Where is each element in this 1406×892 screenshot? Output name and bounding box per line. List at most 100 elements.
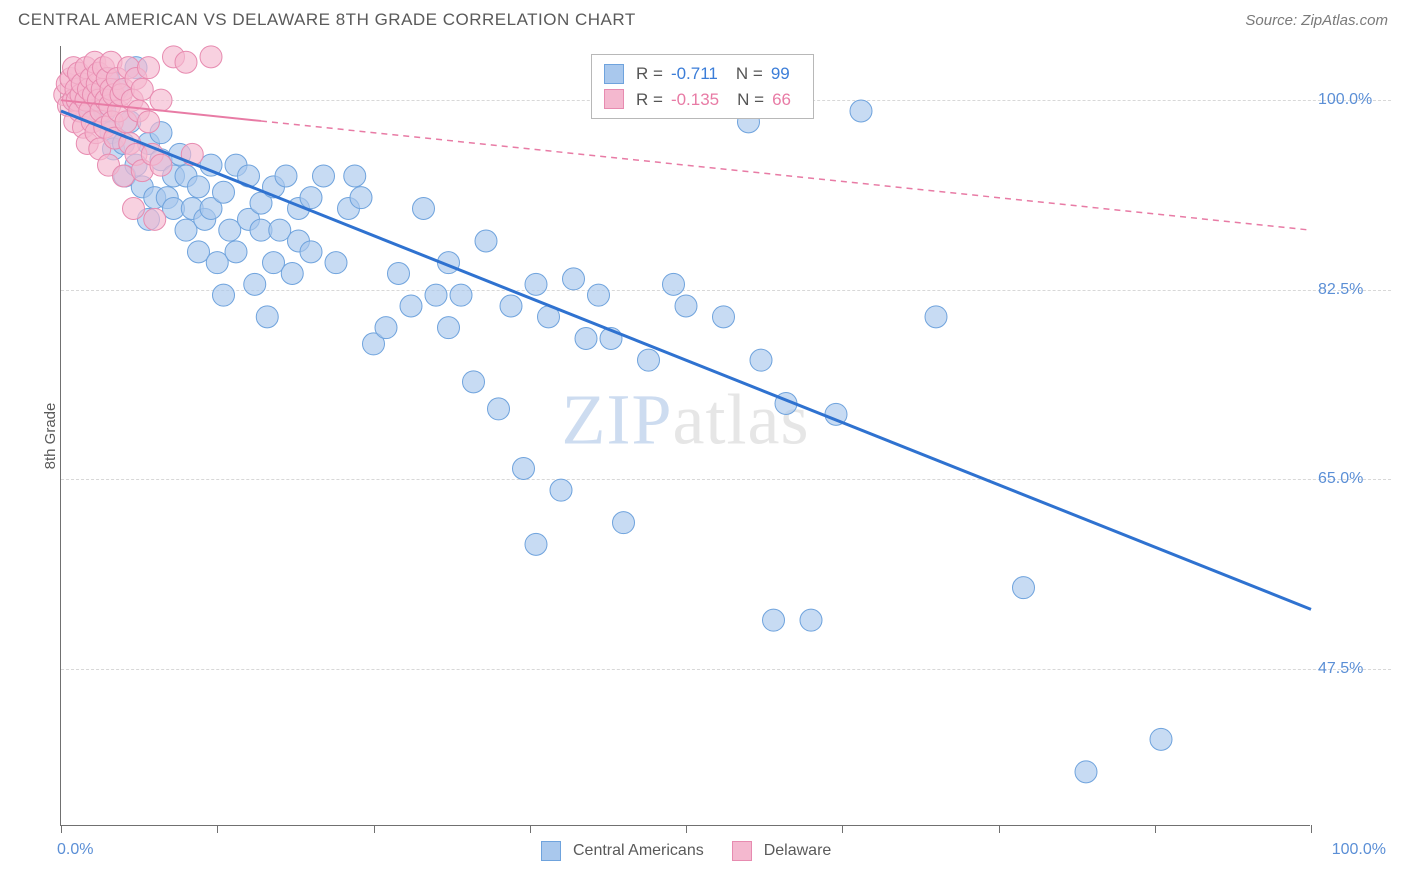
data-point <box>91 78 113 100</box>
data-point <box>275 165 297 187</box>
swatch-pink-icon <box>732 841 752 861</box>
data-point <box>69 100 91 122</box>
data-point <box>108 100 130 122</box>
data-point <box>1150 728 1172 750</box>
data-point <box>175 51 197 73</box>
data-point <box>163 165 185 187</box>
data-point <box>425 284 447 306</box>
data-point <box>144 187 166 209</box>
stats-row-pink: R = -0.135 N = 66 <box>604 87 801 113</box>
data-point <box>104 127 126 149</box>
data-point <box>244 273 266 295</box>
y-tick-label: 100.0% <box>1318 91 1388 109</box>
data-point <box>78 78 100 100</box>
data-point <box>115 111 137 133</box>
data-point <box>175 165 197 187</box>
data-point <box>513 458 535 480</box>
trend-line <box>261 121 1311 230</box>
data-point <box>131 78 153 100</box>
data-point <box>83 84 105 106</box>
x-axis-label-max: 100.0% <box>1332 841 1386 859</box>
data-point <box>463 371 485 393</box>
x-tick <box>999 825 1000 833</box>
data-point <box>200 46 222 68</box>
data-point <box>288 230 310 252</box>
trend-lines <box>61 46 1311 826</box>
data-point <box>113 165 135 187</box>
data-point <box>925 306 947 328</box>
y-tick-label: 47.5% <box>1318 660 1388 678</box>
data-point <box>98 68 120 90</box>
data-point <box>81 111 103 133</box>
chart-header: CENTRAL AMERICAN VS DELAWARE 8TH GRADE C… <box>0 0 1406 34</box>
data-point <box>110 84 132 106</box>
data-point <box>119 133 141 155</box>
data-point <box>638 349 660 371</box>
data-point <box>100 78 122 100</box>
data-point <box>800 609 822 631</box>
legend-item-central-americans: Central Americans <box>541 841 704 861</box>
data-point <box>103 138 125 160</box>
swatch-pink-icon <box>604 89 624 109</box>
data-point <box>281 263 303 285</box>
data-point <box>238 165 260 187</box>
data-point <box>350 187 372 209</box>
data-point <box>344 165 366 187</box>
x-tick <box>842 825 843 833</box>
data-point <box>56 73 78 95</box>
data-point <box>775 393 797 415</box>
data-point <box>100 51 122 73</box>
data-point <box>79 100 101 122</box>
data-point <box>123 198 145 220</box>
data-point <box>713 306 735 328</box>
data-point <box>850 100 872 122</box>
data-point <box>113 133 135 155</box>
data-point <box>525 533 547 555</box>
data-point <box>76 133 98 155</box>
data-point <box>538 306 560 328</box>
data-point <box>98 154 120 176</box>
data-point <box>80 100 102 122</box>
data-point <box>128 100 150 122</box>
data-point <box>163 46 185 68</box>
data-point <box>1013 577 1035 599</box>
x-tick <box>530 825 531 833</box>
data-point <box>588 284 610 306</box>
data-point <box>150 149 172 171</box>
swatch-blue-icon <box>604 64 624 84</box>
data-point <box>90 100 112 122</box>
trend-line <box>61 100 261 121</box>
data-point <box>500 295 522 317</box>
data-point <box>138 208 160 230</box>
chart-title: CENTRAL AMERICAN VS DELAWARE 8TH GRADE C… <box>18 10 636 30</box>
data-point <box>58 95 80 117</box>
data-point <box>150 122 172 144</box>
data-point <box>60 68 82 90</box>
data-point <box>106 68 128 90</box>
data-point <box>263 252 285 274</box>
data-point <box>575 328 597 350</box>
watermark: ZIPatlas <box>562 378 810 461</box>
data-point <box>138 133 160 155</box>
data-point <box>250 192 272 214</box>
data-point <box>225 154 247 176</box>
data-point <box>119 111 141 133</box>
data-point <box>563 268 585 290</box>
data-point <box>138 111 160 133</box>
data-point <box>100 122 122 144</box>
y-tick-label: 82.5% <box>1318 281 1388 299</box>
data-point <box>413 198 435 220</box>
data-point <box>238 208 260 230</box>
data-point <box>181 198 203 220</box>
data-point <box>150 154 172 176</box>
data-point <box>438 252 460 274</box>
data-point <box>80 68 102 90</box>
data-point <box>88 62 110 84</box>
data-point <box>375 317 397 339</box>
data-point <box>71 73 93 95</box>
data-point <box>131 160 153 182</box>
data-point <box>54 84 76 106</box>
legend-bottom: Central Americans Delaware <box>541 841 831 861</box>
data-point <box>99 95 121 117</box>
data-point <box>200 198 222 220</box>
